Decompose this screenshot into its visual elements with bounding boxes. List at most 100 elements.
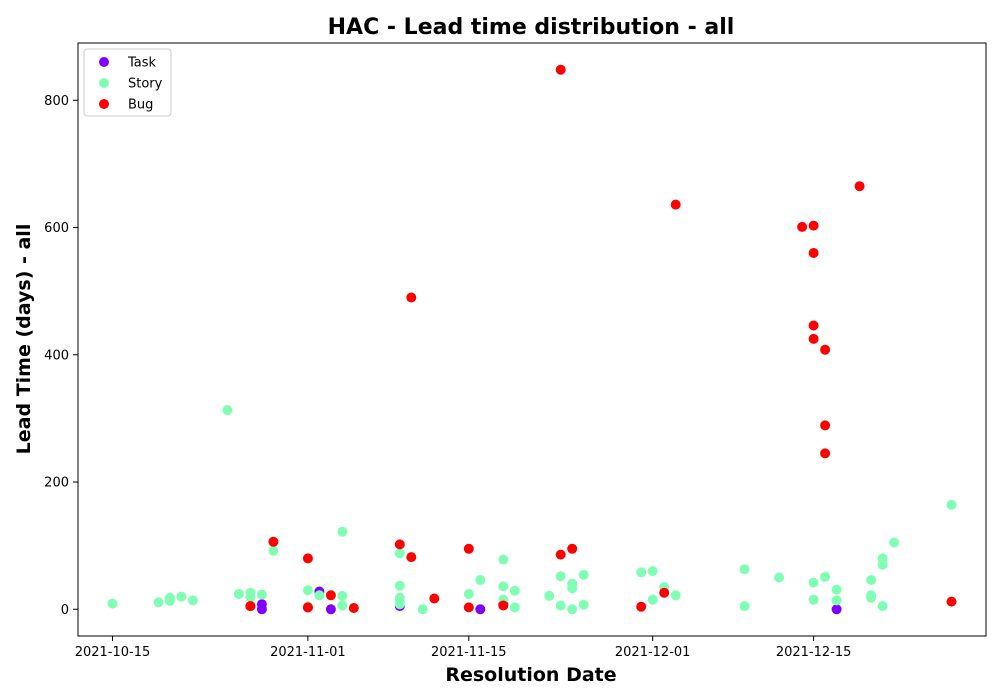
story-point	[268, 545, 279, 556]
legend: Task Story Bug	[83, 48, 172, 117]
story-point	[636, 567, 647, 578]
story-point	[394, 580, 405, 591]
story-point	[820, 571, 831, 582]
story-point	[337, 600, 348, 611]
story-point	[256, 589, 267, 600]
plot-frame	[77, 42, 987, 637]
legend-label-task: Task	[127, 56, 157, 71]
x-tick-label: 2021-12-15	[776, 645, 852, 660]
bug-point	[670, 199, 681, 210]
story-point	[647, 594, 658, 605]
bug-point	[463, 543, 474, 554]
bug-point	[245, 601, 256, 612]
x-tick-label: 2021-12-01	[615, 645, 691, 660]
story-point	[509, 585, 520, 596]
bug-point	[797, 221, 808, 232]
story-point	[774, 572, 785, 583]
story-point	[877, 601, 888, 612]
story-point	[314, 590, 325, 601]
bug-point	[555, 549, 566, 560]
bug-point	[854, 181, 865, 192]
story-point	[808, 594, 819, 605]
chart-title: HAC - Lead time distribution - all	[328, 15, 735, 40]
story-point	[187, 595, 198, 606]
y-tick-label: 800	[44, 94, 69, 109]
x-tick-label: 2021-11-15	[431, 645, 507, 660]
story-point	[831, 584, 842, 595]
story-point	[739, 601, 750, 612]
legend-marker-bug	[99, 99, 109, 109]
bug-point	[820, 420, 831, 431]
bug-point	[567, 543, 578, 554]
story-point	[831, 595, 842, 606]
x-tick-label: 2021-10-15	[75, 645, 151, 660]
bug-point	[302, 602, 313, 613]
story-point	[394, 548, 405, 559]
story-point	[417, 604, 428, 615]
bug-point	[808, 333, 819, 344]
task-point	[475, 604, 486, 615]
y-tick-label: 200	[44, 476, 69, 491]
story-point	[463, 589, 474, 599]
story-point	[555, 600, 566, 611]
story-point	[107, 598, 118, 609]
x-axis-label: Resolution Date	[445, 664, 616, 686]
bug-point	[808, 320, 819, 331]
bug-point	[820, 448, 831, 459]
story-point	[164, 596, 175, 606]
bug-point	[268, 536, 279, 547]
story-point	[578, 599, 589, 610]
bug-point	[325, 590, 336, 601]
story-point	[544, 590, 555, 601]
task-point	[831, 604, 842, 615]
story-point	[176, 591, 187, 602]
legend-label-bug: Bug	[128, 98, 153, 113]
story-point	[739, 564, 750, 575]
bug-point	[636, 601, 647, 612]
story-point	[866, 575, 877, 585]
bug-point	[498, 600, 509, 611]
story-point	[509, 602, 520, 613]
story-point	[153, 597, 164, 608]
legend-marker-task	[99, 57, 109, 67]
bug-point	[302, 553, 313, 564]
story-point	[498, 581, 509, 592]
story-point	[567, 604, 578, 615]
story-point	[946, 499, 957, 510]
story-point	[394, 599, 405, 610]
y-axis-ticks: 0 200 400 600 800	[44, 94, 78, 618]
bug-point	[808, 220, 819, 231]
story-point	[233, 589, 244, 599]
story-point	[498, 554, 509, 565]
data-points	[107, 64, 957, 615]
story-point	[337, 526, 348, 537]
story-point	[866, 592, 877, 603]
y-tick-label: 0	[61, 603, 69, 618]
bug-point	[394, 539, 405, 550]
bug-point	[463, 602, 474, 613]
task-point	[256, 604, 267, 615]
bug-point	[946, 596, 957, 607]
story-point	[245, 592, 256, 603]
story-point	[877, 559, 888, 570]
bug-point	[555, 64, 566, 75]
story-point	[222, 405, 233, 416]
bug-point	[406, 292, 417, 303]
story-point	[475, 575, 486, 585]
x-axis-ticks: 2021-10-15 2021-11-01 2021-11-15 2021-12-01…	[75, 636, 852, 660]
story-point	[889, 537, 900, 548]
story-point	[302, 585, 313, 596]
story-point	[578, 569, 589, 580]
bug-point	[406, 552, 417, 563]
story-point	[567, 583, 578, 594]
bug-point	[659, 587, 670, 598]
bug-point	[820, 344, 831, 355]
legend-marker-story	[99, 78, 109, 88]
story-point	[808, 577, 819, 588]
story-point	[647, 566, 658, 577]
bug-point	[429, 593, 440, 604]
bug-point	[808, 248, 819, 258]
y-tick-label: 600	[44, 221, 69, 236]
x-tick-label: 2021-11-01	[270, 645, 346, 660]
